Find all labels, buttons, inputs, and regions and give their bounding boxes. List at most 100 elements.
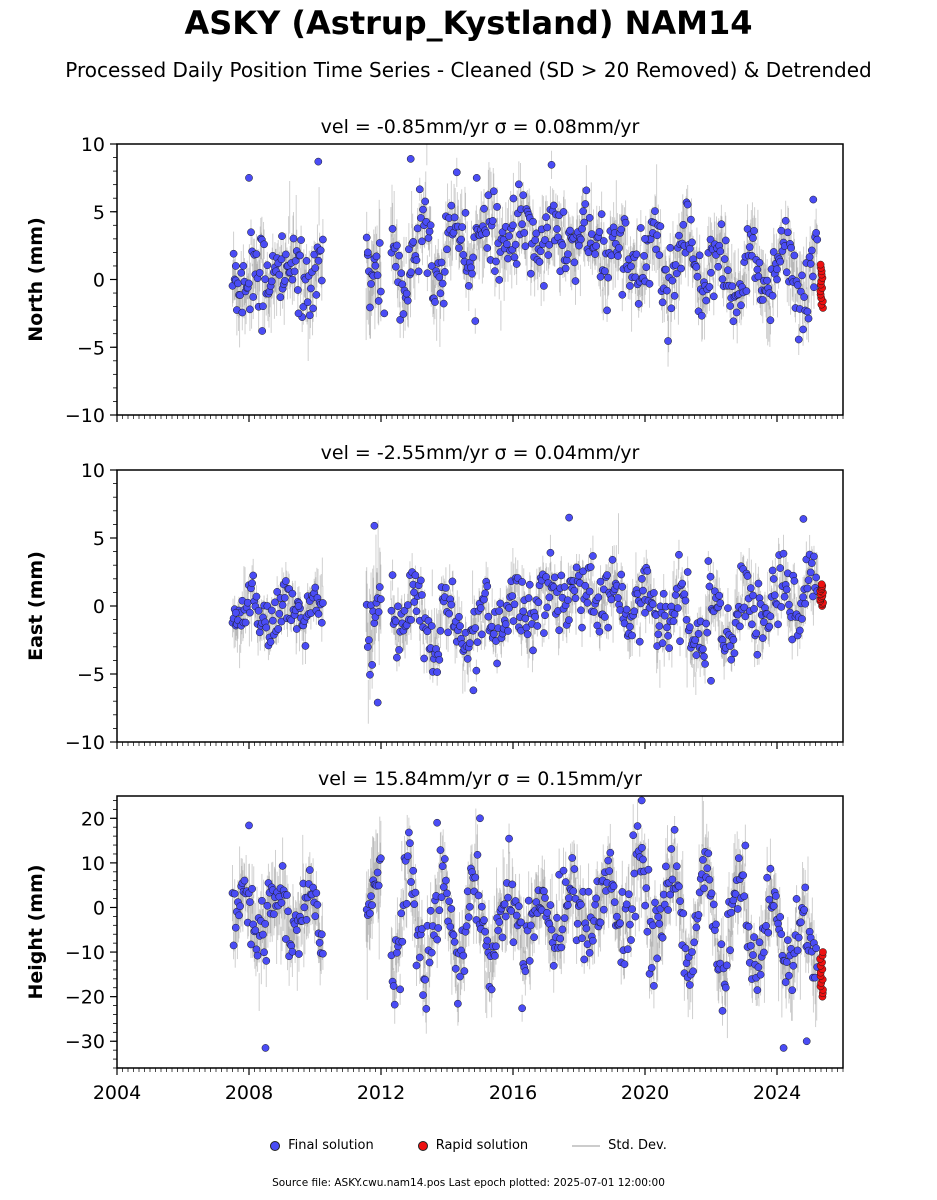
panel-1: vel = -2.55mm/yr σ = 0.04mm/yr East (mm) −… bbox=[25, 442, 844, 754]
final-point bbox=[512, 911, 521, 920]
final-point bbox=[603, 306, 611, 315]
final-point bbox=[762, 922, 770, 930]
final-point bbox=[302, 257, 311, 265]
final-point bbox=[812, 944, 821, 953]
final-point bbox=[282, 577, 290, 585]
final-point bbox=[435, 906, 444, 915]
final-point bbox=[424, 234, 433, 242]
final-point bbox=[749, 951, 757, 959]
final-point bbox=[277, 255, 286, 264]
final-point bbox=[505, 834, 513, 843]
final-point bbox=[312, 291, 321, 299]
final-point bbox=[529, 646, 537, 655]
final-point bbox=[454, 999, 462, 1008]
final-point bbox=[707, 676, 715, 685]
final-point bbox=[790, 251, 799, 260]
final-point bbox=[288, 275, 297, 284]
final-point bbox=[749, 591, 757, 600]
final-point bbox=[248, 884, 256, 893]
final-point bbox=[523, 630, 532, 639]
final-point bbox=[377, 854, 385, 863]
final-point bbox=[459, 951, 468, 960]
final-point bbox=[400, 606, 409, 615]
final-point bbox=[244, 279, 253, 288]
final-point bbox=[702, 619, 711, 628]
final-point bbox=[524, 594, 533, 602]
y-tick-label: 5 bbox=[93, 202, 105, 224]
final-point bbox=[419, 205, 427, 214]
final-point bbox=[764, 928, 773, 937]
final-point bbox=[504, 893, 512, 902]
final-point bbox=[418, 591, 426, 599]
final-point bbox=[721, 236, 730, 245]
final-point bbox=[623, 945, 632, 954]
final-point bbox=[247, 228, 255, 237]
x-tick-label: 2024 bbox=[753, 1082, 801, 1104]
final-point bbox=[680, 590, 689, 598]
final-point bbox=[541, 894, 549, 902]
final-point bbox=[283, 891, 291, 899]
final-point bbox=[639, 586, 647, 595]
panel-title: vel = -0.85mm/yr σ = 0.08mm/yr bbox=[321, 116, 640, 138]
final-point bbox=[679, 909, 688, 918]
final-point bbox=[663, 286, 671, 295]
final-point bbox=[397, 909, 406, 918]
final-point bbox=[290, 267, 299, 276]
final-point bbox=[688, 948, 696, 956]
final-point bbox=[520, 229, 529, 237]
final-point bbox=[568, 854, 577, 862]
final-point bbox=[521, 242, 530, 251]
final-point bbox=[433, 818, 441, 827]
final-point bbox=[773, 265, 781, 274]
final-point bbox=[540, 629, 548, 637]
final-point bbox=[311, 912, 320, 921]
final-point bbox=[785, 971, 793, 980]
final-point bbox=[639, 855, 647, 864]
final-point bbox=[766, 864, 775, 873]
final-point bbox=[648, 921, 657, 930]
final-point bbox=[790, 577, 799, 585]
y-tick-label: 10 bbox=[81, 853, 105, 875]
final-point bbox=[678, 579, 687, 588]
final-point bbox=[694, 911, 703, 919]
final-point bbox=[798, 615, 806, 623]
final-point bbox=[447, 201, 456, 210]
final-point bbox=[589, 552, 597, 560]
final-point bbox=[536, 247, 545, 256]
final-point bbox=[407, 615, 415, 624]
final-point bbox=[564, 901, 572, 909]
final-point bbox=[231, 923, 240, 932]
final-point bbox=[595, 627, 604, 636]
final-point bbox=[705, 875, 714, 884]
final-point bbox=[436, 846, 445, 854]
final-point bbox=[398, 937, 407, 946]
final-point bbox=[547, 160, 556, 169]
final-point bbox=[521, 967, 530, 976]
final-point bbox=[626, 282, 634, 290]
final-point bbox=[770, 591, 779, 600]
final-point bbox=[403, 852, 412, 861]
final-point bbox=[671, 261, 680, 269]
final-point bbox=[433, 935, 442, 944]
final-point bbox=[559, 208, 568, 216]
final-point bbox=[760, 618, 768, 626]
final-point bbox=[377, 595, 385, 603]
final-point bbox=[252, 592, 261, 601]
final-point bbox=[463, 887, 472, 896]
final-point bbox=[512, 260, 521, 268]
final-point bbox=[707, 268, 715, 277]
final-point bbox=[626, 622, 634, 631]
final-point bbox=[798, 271, 806, 280]
final-point bbox=[656, 222, 665, 231]
panel-title: vel = 15.84mm/yr σ = 0.15mm/yr bbox=[318, 768, 642, 790]
final-point bbox=[601, 267, 609, 275]
final-point bbox=[689, 967, 697, 976]
final-point bbox=[315, 938, 324, 947]
final-point bbox=[431, 298, 439, 306]
x-tick-label: 2008 bbox=[225, 1082, 273, 1104]
final-point bbox=[707, 889, 716, 898]
final-point bbox=[518, 1004, 526, 1013]
final-point bbox=[509, 617, 518, 625]
final-point bbox=[305, 311, 314, 320]
final-point bbox=[806, 260, 815, 268]
